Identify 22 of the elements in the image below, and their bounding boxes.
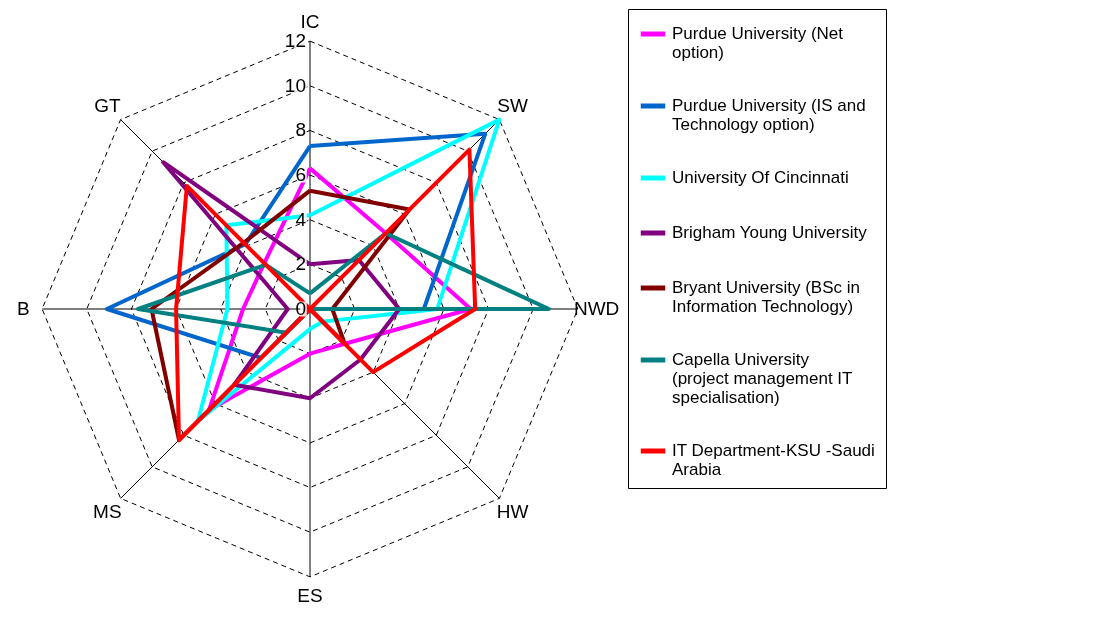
legend-label: IT Department-KSU -Saudi Arabia xyxy=(672,441,875,479)
y-tick-label: 12 xyxy=(284,30,306,52)
y-tick-label: 10 xyxy=(284,74,306,96)
y-tick-label: 4 xyxy=(295,208,307,230)
legend-label: University Of Cincinnati xyxy=(672,168,849,187)
spoke-label: IC xyxy=(300,11,320,33)
spoke-label: MS xyxy=(93,500,122,522)
legend-label: Purdue University (IS and Technology option) xyxy=(672,96,866,134)
y-tick-label: 8 xyxy=(295,119,306,141)
legend-label: Brigham Young University xyxy=(672,223,868,242)
y-tick-label: 2 xyxy=(295,253,306,275)
spoke-label: HW xyxy=(496,500,529,522)
spoke-label: NWD xyxy=(573,298,620,319)
y-tick-label: 0 xyxy=(295,298,306,319)
spoke-label: GT xyxy=(94,95,121,117)
legend-label: Capella University (project management IT specialisation) xyxy=(672,350,853,407)
legend-label: Bryant University (BSc in Information Technology) xyxy=(672,278,860,316)
legend-label: Purdue University (Net option) xyxy=(672,24,844,62)
y-tick-label: 6 xyxy=(295,164,306,186)
spoke-label: SW xyxy=(497,95,529,117)
spoke-label: B xyxy=(17,298,30,319)
spoke-label: ES xyxy=(297,584,323,606)
